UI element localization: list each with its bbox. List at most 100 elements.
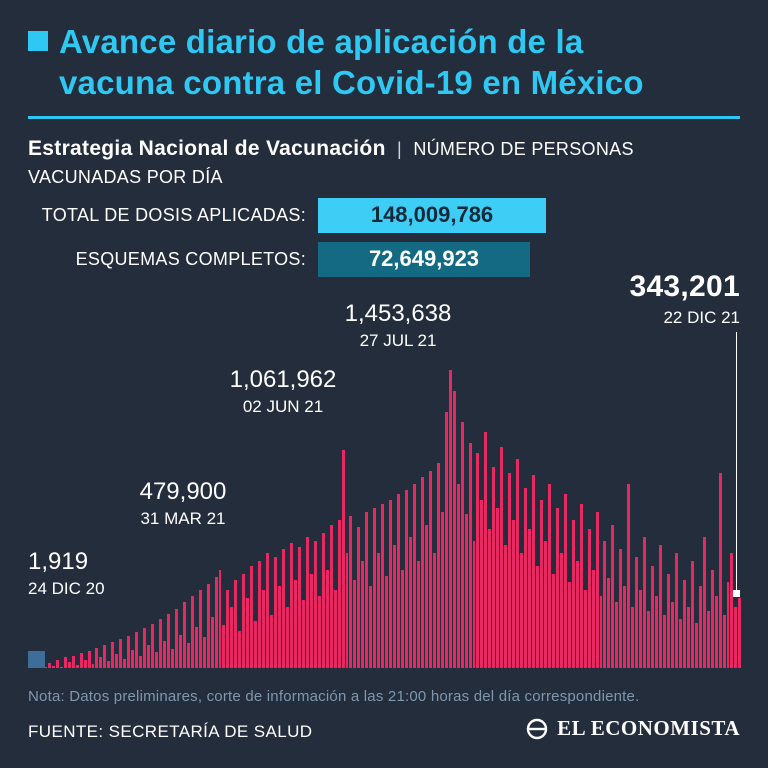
- chart-bar: [155, 651, 158, 668]
- chart-bar: [135, 632, 139, 668]
- chart-bar: [47, 662, 51, 668]
- annotation-value: 1,453,638: [344, 300, 452, 327]
- chart-bar: [559, 553, 563, 668]
- total-doses-row: TOTAL DE DOSIS APLICADAS: 148,009,786: [28, 198, 740, 233]
- strategy-label: Estrategia Nacional de Vacunación: [28, 137, 386, 160]
- chart-bar: [107, 660, 111, 668]
- page-title-line1: Avance diario de aplicación de la: [59, 23, 584, 60]
- chart-bar: [131, 649, 135, 668]
- chart-bar: [607, 577, 611, 668]
- chart-bar: [532, 475, 535, 668]
- chart-bar: [59, 666, 63, 668]
- brand-name: EL ECONOMISTA: [557, 716, 740, 740]
- annotation-july-record-peak: 1,453,638 27 JUL 21: [318, 300, 478, 350]
- annotation-date: 24 DIC 20: [28, 578, 105, 598]
- chart-bar: [151, 623, 154, 668]
- chart-bar: [381, 504, 385, 668]
- chart-bar: [694, 622, 698, 668]
- footnote: Nota: Datos preliminares, corte de infor…: [28, 688, 640, 705]
- annotation-value: 343,201: [629, 270, 740, 303]
- chart-bar: [278, 586, 281, 668]
- chart-bar: [591, 569, 595, 668]
- chart-bar: [79, 653, 83, 668]
- chart-bar: [166, 613, 170, 668]
- chart-bar: [603, 540, 607, 668]
- chart-bar: [547, 483, 551, 668]
- chart-bar: [623, 586, 627, 668]
- chart-bar: [492, 467, 496, 668]
- chart-bar: [516, 458, 520, 668]
- chart-bar: [325, 569, 329, 668]
- chart-bar: [464, 514, 468, 668]
- chart-bar: [480, 499, 484, 668]
- chart-bar: [512, 520, 516, 668]
- chart-bar: [472, 540, 476, 668]
- chart-bar: [631, 606, 635, 668]
- chart-bar: [178, 635, 182, 668]
- latest-value-pointer-line: [736, 332, 737, 590]
- chart-bar: [555, 508, 559, 668]
- chart-bar: [460, 422, 464, 668]
- complete-schemes-label: ESQUEMAS COMPLETOS:: [75, 249, 306, 269]
- chart-bar: [401, 569, 405, 668]
- chart-bar: [297, 547, 301, 668]
- chart-bar: [714, 596, 718, 668]
- chart-bar: [238, 631, 242, 668]
- chart-bar: [258, 561, 262, 668]
- chart-bar: [571, 520, 575, 668]
- chart-bar: [563, 493, 567, 668]
- chart-bar: [595, 512, 599, 668]
- subtitle-separator: |: [397, 139, 402, 159]
- chart-bar: [43, 666, 47, 668]
- chart-bar: [674, 553, 678, 668]
- chart-bar: [234, 579, 238, 668]
- annotation-first-day: 1,919 24 DIC 20: [28, 548, 105, 598]
- latest-value-marker-dot: [733, 590, 740, 597]
- annotation-date: 22 DIC 21: [663, 307, 740, 327]
- chart-bar: [611, 524, 615, 668]
- chart-bar: [444, 411, 448, 668]
- chart-bar: [111, 642, 115, 668]
- chart-bar: [722, 614, 726, 668]
- chart-bar: [305, 536, 309, 668]
- chart-bar: [468, 442, 472, 668]
- source-credit: FUENTE: SECRETARÍA DE SALUD: [28, 722, 313, 741]
- chart-bar: [432, 553, 436, 668]
- descriptor-line2: VACUNADAS POR DÍA: [28, 167, 223, 188]
- chart-bar: [619, 549, 623, 668]
- chart-bar: [710, 569, 714, 668]
- chart-bar: [345, 553, 349, 668]
- chart-bar: [496, 508, 500, 668]
- chart-bar: [365, 512, 369, 668]
- chart-bar: [651, 565, 655, 668]
- chart-bar: [194, 627, 198, 668]
- chart-bar: [174, 608, 178, 668]
- chart-bar: [67, 662, 71, 668]
- chart-bar: [262, 590, 266, 668]
- complete-schemes-value-badge: 72,649,923: [318, 242, 530, 277]
- chart-bar: [488, 528, 492, 668]
- chart-bar: [198, 590, 202, 668]
- chart-bar: [254, 620, 258, 668]
- chart-bar: [289, 542, 293, 668]
- chart-bar: [706, 610, 710, 668]
- chart-bar: [663, 614, 666, 668]
- chart-bar: [147, 645, 151, 668]
- chart-bar: [293, 579, 297, 668]
- chart-bar: [63, 657, 67, 668]
- chart-bar: [357, 526, 361, 668]
- chart-bar: [143, 628, 147, 668]
- chart-bar: [170, 648, 174, 668]
- chart-bar: [222, 624, 226, 668]
- chart-bar: [504, 545, 508, 668]
- total-doses-label: TOTAL DE DOSIS APLICADAS:: [41, 205, 306, 225]
- chart-bar: [543, 540, 547, 668]
- chart-bar: [214, 576, 218, 668]
- chart-bar: [393, 545, 397, 668]
- chart-bar: [266, 553, 270, 668]
- chart-bar: [420, 477, 424, 668]
- chart-bar: [726, 581, 730, 668]
- brand-logo-icon: [526, 718, 548, 739]
- header: Avance diario de aplicación de la vacuna…: [28, 22, 740, 104]
- title-divider: [28, 116, 740, 119]
